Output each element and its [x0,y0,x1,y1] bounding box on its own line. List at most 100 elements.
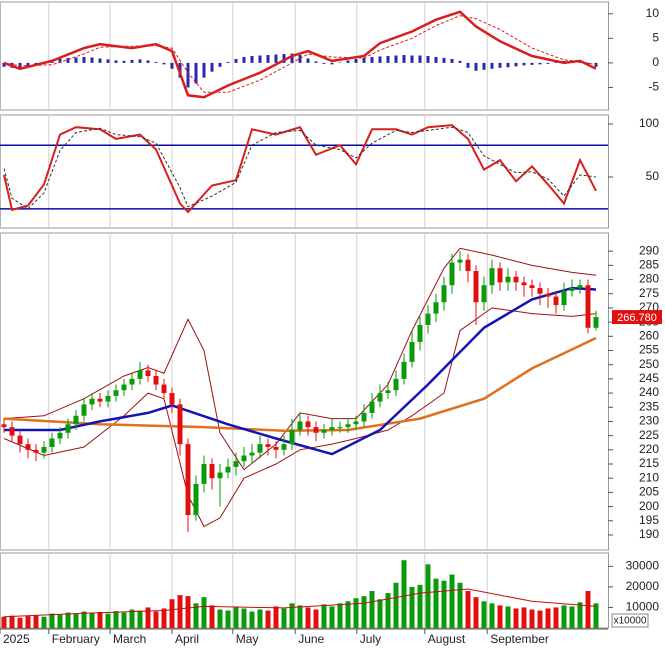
volume-bar [257,609,263,628]
histogram-bar [226,61,230,63]
candle-body [161,384,167,394]
candle-body [361,412,367,422]
candle-body [153,376,159,385]
candle-body [497,268,503,283]
volume-bar [25,616,31,628]
candle-body [217,472,223,479]
volume-bar [465,591,471,628]
y-tick-label: 230 [639,414,659,428]
candle-body [321,429,327,433]
candle-body [137,370,143,379]
y-tick-label: 0 [652,55,659,69]
volume-bar [33,615,39,628]
volume-bar [153,611,159,628]
histogram-bar [2,62,6,67]
candle-body [561,290,567,306]
histogram-bar [242,56,246,63]
candle-body [481,285,487,303]
histogram-bar [314,61,318,63]
y-tick-label: 290 [639,243,659,257]
volume-bar [65,612,71,628]
candle-body [81,404,87,416]
candle-body [201,464,207,484]
candle-body [345,424,351,428]
candle-body [569,288,575,291]
y-tick-label: 205 [639,485,659,499]
histogram-bar [106,59,110,63]
volume-bar [545,608,551,628]
candle-body [449,262,455,286]
histogram-bar [114,60,118,63]
histogram-bar [290,53,294,63]
candle-body [97,398,103,402]
histogram-bar [362,57,366,63]
candle-body [249,452,255,456]
candle-body [289,429,295,445]
x-tick-label: September [490,632,549,646]
volume-bar [449,574,455,628]
y-tick-label: 285 [639,258,659,272]
candle-body [577,285,583,289]
candle-body [393,378,399,391]
volume-bar [9,615,15,628]
candle-body [129,378,135,385]
candle-body [297,421,303,430]
volume-bar [241,608,247,628]
volume-bar [273,606,279,628]
histogram-bar [154,61,158,63]
unit-label: x10000 [614,616,647,627]
volume-bar [137,610,143,628]
candle-body [273,446,279,450]
candle-body [513,276,519,283]
volume-bar [185,596,191,628]
volume-bar [585,591,591,628]
x-tick-label: May [236,632,259,646]
histogram-bar [58,58,62,63]
histogram-bar [202,62,206,78]
candle-body [281,444,287,450]
volume-bar [73,613,79,628]
histogram-bar [138,59,142,63]
volume-bar [145,607,151,628]
histogram-bar [434,56,438,63]
histogram-bar [522,62,526,66]
y-tick-label: -5 [648,80,659,94]
volume-bar [369,591,375,628]
panel-frame [0,114,609,229]
histogram-bar [210,62,214,72]
indicator-line [3,588,597,618]
volume-bar [385,593,391,628]
x-tick-label: April [175,632,199,646]
y-tick-label: 275 [639,286,659,300]
candle-body [121,384,127,391]
candle-body [41,446,47,453]
volume-bar [457,582,463,628]
y-tick-label: 5 [652,30,659,44]
histogram-bar [82,56,86,63]
histogram-bar [234,58,238,63]
volume-bar [537,610,543,628]
volume-bar [161,608,167,628]
volume-bar [481,601,487,628]
histogram-bar [386,56,390,63]
histogram-bar [466,62,470,68]
volume-bar [57,614,63,628]
candle-body [409,341,415,362]
volume-bar [441,580,447,628]
volume-bar [409,586,415,628]
candle-body [465,259,471,272]
volume-bar [297,605,303,628]
volume-bar [569,606,575,628]
histogram-bar [490,62,494,69]
candle-body [417,324,423,342]
volume-bar [561,605,567,628]
volume-bar [121,612,127,628]
unit-box [611,613,649,628]
histogram-bar [410,55,414,63]
candle-body [553,296,559,306]
volume-bar [433,578,439,628]
histogram-bar [530,62,534,65]
y-tick-label: 260 [639,328,659,342]
volume-bar [593,603,599,628]
histogram-bar [458,60,462,63]
